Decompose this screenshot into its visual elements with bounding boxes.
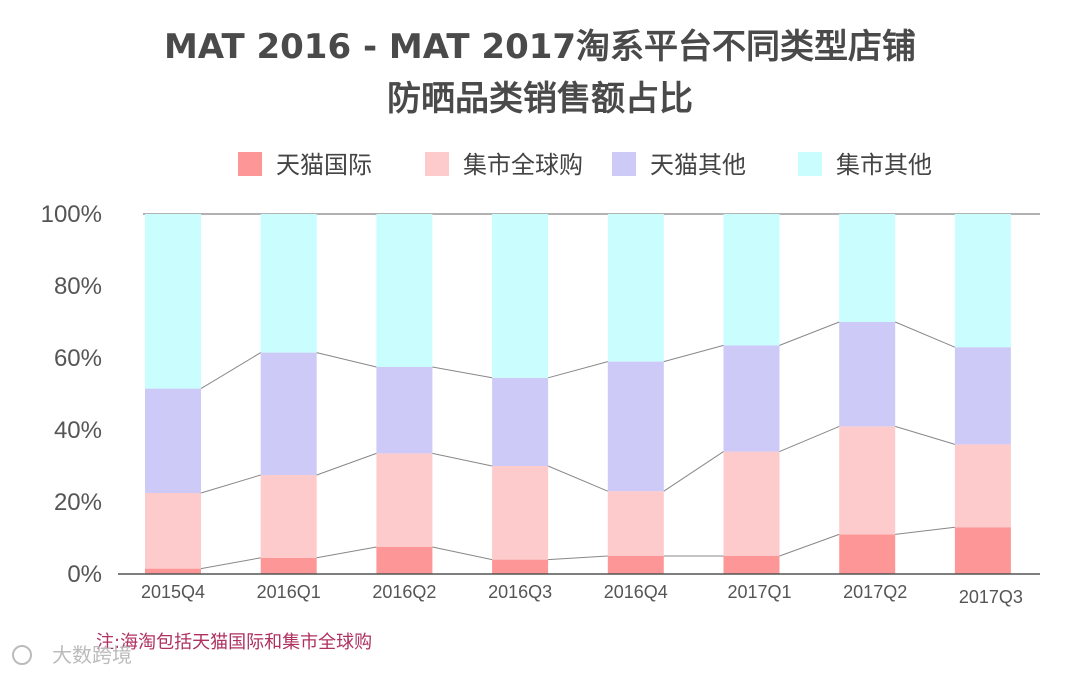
watermark: 大数跨境 xyxy=(12,643,132,667)
x-tick-label: 2016Q4 xyxy=(604,582,668,602)
bars-group xyxy=(145,214,1011,574)
connector-line xyxy=(432,366,493,379)
connector-lines xyxy=(200,321,956,570)
watermark-text: 大数跨境 xyxy=(52,643,132,667)
bar-segment-2016Q4-4 xyxy=(607,214,664,362)
legend-label-1: 天猫国际 xyxy=(276,151,372,179)
bar-segment-2017Q2-3 xyxy=(839,322,896,427)
bar-segment-2017Q3-3 xyxy=(954,347,1011,445)
x-tick-label: 2017Q1 xyxy=(727,582,791,602)
connector-line xyxy=(200,474,261,494)
bar-segment-2016Q1-4 xyxy=(260,214,317,353)
bar-segment-2015Q4-3 xyxy=(145,388,201,493)
bar-segment-2015Q4-4 xyxy=(145,214,201,389)
bar-segment-2017Q1-1 xyxy=(723,556,780,574)
bar-segment-2016Q2-1 xyxy=(376,547,433,574)
legend-label-2: 集市全球购 xyxy=(463,151,583,179)
x-tick-label: 2017Q2 xyxy=(843,582,907,602)
bar-segment-2017Q3-1 xyxy=(954,527,1011,574)
footnote: 注:海淘包括天猫国际和集市全球购 xyxy=(96,632,372,653)
y-tick-label: 100% xyxy=(41,201,102,228)
y-tick-label: 60% xyxy=(54,345,102,372)
legend-swatch-1 xyxy=(238,152,262,176)
bar-segment-2017Q1-2 xyxy=(723,451,780,556)
bar-segment-2016Q3-3 xyxy=(492,377,549,466)
legend-swatch-4 xyxy=(798,152,822,176)
connector-line xyxy=(663,451,724,492)
y-tick-label: 20% xyxy=(54,489,102,516)
connector-line xyxy=(779,425,840,453)
connector-line xyxy=(547,361,608,379)
bar-segment-2016Q4-1 xyxy=(607,556,664,574)
bar-segment-2016Q1-3 xyxy=(260,352,317,475)
bar-segment-2016Q4-2 xyxy=(607,491,664,556)
connector-line xyxy=(547,465,608,492)
bar-segment-2016Q4-3 xyxy=(607,361,664,492)
bar-segment-2016Q2-4 xyxy=(376,214,433,367)
bar-segment-2017Q2-4 xyxy=(839,214,896,322)
bar-segment-2016Q2-3 xyxy=(376,367,433,454)
chart-title-line-2: 防晒品类销售额占比 xyxy=(387,79,693,119)
connector-line xyxy=(316,452,377,476)
x-tick-label: 2017Q3 xyxy=(959,587,1023,607)
y-tick-label: 40% xyxy=(54,417,102,444)
connector-line xyxy=(316,546,377,559)
legend: 天猫国际 集市全球购 天猫其他 集市其他 xyxy=(238,151,932,179)
connector-line xyxy=(779,321,840,346)
connector-line xyxy=(200,557,261,570)
bar-segment-2016Q3-4 xyxy=(492,214,549,378)
bar-segment-2016Q3-1 xyxy=(492,559,549,574)
bar-segment-2017Q2-1 xyxy=(839,534,896,574)
x-tick-label: 2016Q1 xyxy=(257,582,321,602)
connector-line xyxy=(316,352,377,368)
x-axis: 2015Q4 2016Q1 2016Q2 2016Q3 2016Q4 2017Q1 2017… xyxy=(118,573,1040,607)
bar-segment-2015Q4-2 xyxy=(145,493,201,569)
connector-line xyxy=(895,321,956,348)
bar-segment-2017Q3-2 xyxy=(954,444,1011,528)
chart-title-line-1: MAT 2016 - MAT 2017淘系平台不同类型店铺 xyxy=(164,27,916,67)
bar-segment-2016Q2-2 xyxy=(376,453,433,547)
bar-segment-2017Q1-3 xyxy=(723,345,780,452)
legend-swatch-3 xyxy=(612,152,636,176)
legend-label-3: 天猫其他 xyxy=(650,151,746,179)
bar-segment-2016Q3-2 xyxy=(492,466,549,560)
bar-segment-2016Q1-2 xyxy=(260,475,317,558)
connector-line xyxy=(779,533,840,557)
bar-segment-2017Q2-2 xyxy=(839,426,896,535)
bar-segment-2016Q1-1 xyxy=(260,557,317,574)
watermark-icon xyxy=(12,645,32,665)
x-tick-label: 2016Q2 xyxy=(372,582,436,602)
connector-line xyxy=(895,425,956,445)
x-tick-label: 2016Q3 xyxy=(488,582,552,602)
legend-swatch-2 xyxy=(425,152,449,176)
y-tick-label: 80% xyxy=(54,273,102,300)
connector-line xyxy=(895,526,955,535)
bar-segment-2017Q3-4 xyxy=(954,214,1011,348)
connector-line xyxy=(548,555,608,561)
x-tick-label: 2015Q4 xyxy=(141,582,205,602)
connector-line xyxy=(432,546,493,561)
bar-segment-2017Q1-4 xyxy=(723,214,780,346)
bar-segment-2015Q4-1 xyxy=(145,568,201,574)
connector-line xyxy=(200,352,261,390)
connector-line xyxy=(663,344,724,363)
connector-line xyxy=(432,452,493,467)
y-tick-label: 0% xyxy=(67,561,102,588)
legend-label-4: 集市其他 xyxy=(836,151,932,179)
